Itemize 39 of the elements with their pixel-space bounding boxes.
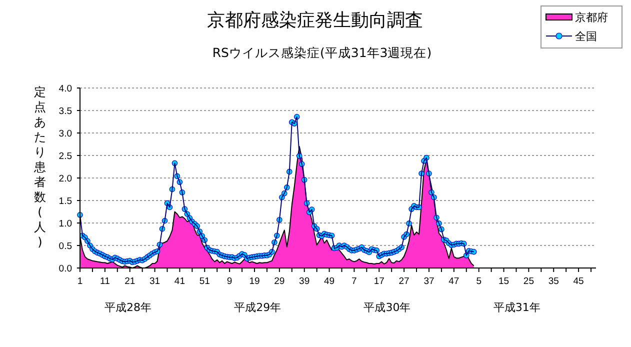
y-tick-label: 2.0 [58,174,72,184]
x-tick-label: 41 [174,276,185,287]
legend-label: 京都府 [575,11,608,24]
y-tick-label: 3.5 [58,106,72,117]
x-tick-label: 37 [424,276,434,287]
text: 平成30年 [364,301,411,314]
x-tick-label: 21 [124,276,136,287]
x-tick-label: 19 [249,276,260,287]
x-tick-label: 5 [476,276,482,287]
chart-subtitle: RSウイルス感染症(平成31年3週現在) [212,45,432,60]
x-tick-label: 9 [226,276,232,287]
legend-label: 全国 [575,30,597,43]
x-tick-label: 27 [398,276,410,287]
y-tick-label: 0.0 [58,264,72,274]
x-tick-label: 51 [199,276,210,287]
x-tick-label: 49 [324,276,335,287]
text: 定点あたり患者数(人) [34,85,46,249]
y-tick-label: 1.0 [58,218,72,230]
x-tick-label: 29 [274,276,285,287]
text: 平成31年 [493,301,540,314]
x-tick-label: 39 [299,276,310,287]
x-tick-label: 31 [149,276,160,287]
y-tick-label: 1.5 [58,196,72,207]
text: 平成28年 [104,301,152,314]
x-tick-label: 47 [448,276,460,287]
x-tick-label: 7 [352,276,357,287]
y-tick-label: 0.5 [58,241,72,252]
x-tick-label: 11 [100,276,110,287]
y-tick-label: 2.5 [58,151,72,162]
y-tick-label: 4.0 [58,84,72,94]
x-tick-label: 45 [573,276,584,287]
y-tick-label: 3.0 [58,128,72,140]
x-tick-label: 35 [548,276,559,287]
x-tick-label: 15 [498,276,510,287]
text: 平成29年 [234,301,282,314]
x-tick-label: 17 [374,276,384,287]
chart-title: 京都府感染症発生動向調査 [207,10,423,31]
x-tick-label: 25 [523,276,534,287]
x-tick-label: 1 [77,276,83,287]
